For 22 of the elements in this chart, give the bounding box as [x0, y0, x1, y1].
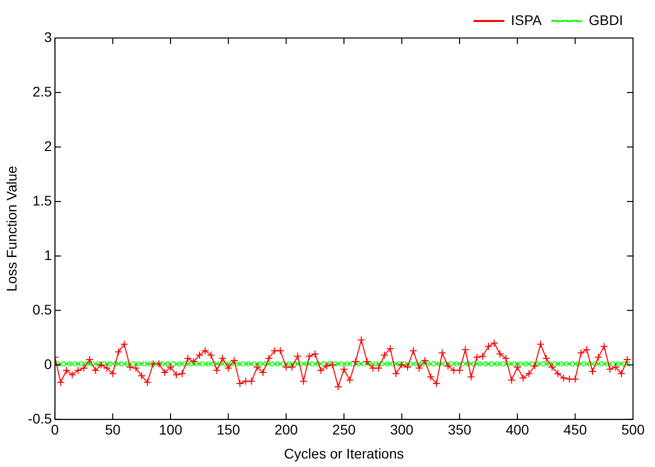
y-tick-label: 0.5 [32, 301, 52, 318]
y-tick-label: 2.5 [32, 83, 52, 100]
y-tick-label: 3 [44, 28, 52, 45]
y-tick-label: -0.5 [28, 410, 52, 426]
x-tick-label: 350 [448, 422, 472, 438]
y-axis-title: Loss Function Value [3, 166, 20, 292]
y-tick-label: 1.5 [32, 192, 52, 208]
y-tick-label: 0 [44, 356, 52, 372]
x-tick-label: 450 [564, 422, 588, 438]
x-tick-label: 300 [390, 422, 414, 438]
x-tick-label: 150 [216, 422, 240, 438]
legend-label: GBDI [588, 12, 624, 28]
x-tick-label: 50 [104, 422, 121, 438]
legend-label: ISPA [510, 12, 542, 28]
x-tick-label: 500 [621, 422, 645, 438]
x-tick-label: 400 [506, 422, 530, 438]
x-tick-label: 250 [332, 422, 356, 438]
x-tick-label: 100 [158, 422, 182, 438]
y-tick-label: 2 [44, 138, 52, 154]
x-axis-title: Cycles or Iterations [284, 445, 404, 462]
x-tick-label: 200 [274, 422, 298, 438]
y-tick-label: 1 [44, 246, 52, 263]
